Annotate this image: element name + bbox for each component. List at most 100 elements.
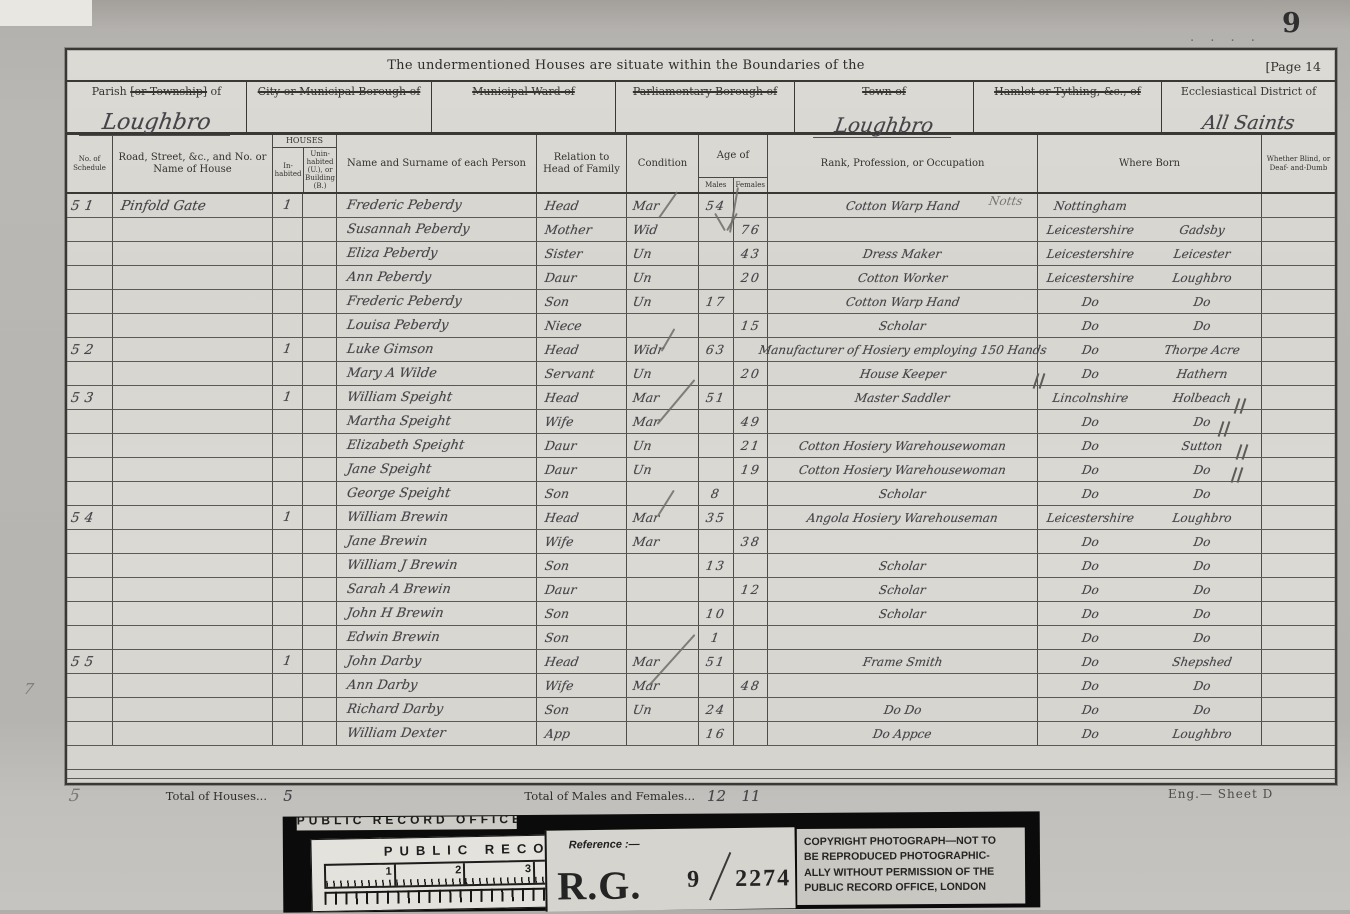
occupation-value: Scholar xyxy=(878,486,927,501)
cell-road: Pinfold Gate xyxy=(113,194,273,217)
cell-uninhabited xyxy=(303,194,337,217)
cell-occupation xyxy=(768,674,1038,697)
relation-value: Servant xyxy=(543,366,596,381)
cell-name: John Darby xyxy=(337,650,537,673)
sheet-label: Eng.— Sheet D xyxy=(1168,787,1274,801)
cell-inhabited xyxy=(273,722,303,745)
condition-value: Un xyxy=(631,438,653,453)
cell-occupation xyxy=(768,530,1038,553)
cell-born: Do Do xyxy=(1038,674,1262,697)
cell-age-female xyxy=(734,602,768,625)
cell-born: Do Hathern xyxy=(1038,362,1262,385)
pro-fragment-strip: PUBLIC RECORD OFFICE ] xyxy=(296,816,517,831)
relation-value: Wife xyxy=(543,534,575,549)
cell-schedule xyxy=(67,722,113,745)
cell-road xyxy=(113,554,273,577)
condition-value: Un xyxy=(631,246,653,261)
cell-uninhabited xyxy=(303,482,337,505)
occupation-value: Frame Smith xyxy=(861,654,944,669)
age-male-value: 17 xyxy=(704,294,728,309)
born-place-value: Thorpe Acre xyxy=(1163,342,1241,357)
cell-born: Leicestershire Leicester xyxy=(1038,242,1262,265)
born-place-value: Do xyxy=(1192,630,1212,645)
occupation-value: Scholar xyxy=(878,558,927,573)
relation-value: Son xyxy=(543,486,571,501)
header-field-label: Parish [or Township] of xyxy=(71,85,242,99)
cell-blind xyxy=(1262,410,1335,433)
cell-inhabited xyxy=(273,314,303,337)
table-row: 51 Pinfold Gate 1 Frederic Peberdy Head … xyxy=(67,194,1335,218)
reference-slash-mark xyxy=(708,851,732,901)
cell-condition xyxy=(627,602,699,625)
cell-born: Do Do xyxy=(1038,482,1262,505)
inhabited-value: 1 xyxy=(282,654,293,669)
name-value: Frederic Peberdy xyxy=(345,198,463,213)
cell-blind xyxy=(1262,506,1335,529)
table-row: Ann Darby Wife Mar 48 Do Do xyxy=(67,674,1335,698)
cell-age-male: 1 xyxy=(699,626,734,649)
inhabited-value: 1 xyxy=(282,198,293,213)
born-county-value: Leicestershire xyxy=(1045,246,1136,261)
relation-value: Daur xyxy=(543,270,578,285)
header-field: Town of Loughbro xyxy=(795,82,974,138)
cell-relation: Sister xyxy=(537,242,627,265)
cell-road xyxy=(113,722,273,745)
col-inhabited: In- habited xyxy=(273,147,305,192)
age-male-value: 1 xyxy=(709,630,723,645)
pro-fragment-text: PUBLIC RECORD OFFICE ] xyxy=(296,816,517,828)
cell-name: Luke Gimson xyxy=(337,338,537,361)
cell-blind xyxy=(1262,602,1335,625)
table-row: Sarah A Brewin Daur 12 Scholar Do Do xyxy=(67,578,1335,602)
cell-road xyxy=(113,674,273,697)
cell-schedule xyxy=(67,458,113,481)
col-relation: Relation to Head of Family xyxy=(537,135,627,192)
relation-value: Mother xyxy=(543,222,593,237)
cell-occupation: Dress Maker xyxy=(768,242,1038,265)
cell-relation: Son xyxy=(537,482,627,505)
cell-born: Do Do xyxy=(1038,554,1262,577)
relation-value: Son xyxy=(543,294,571,309)
cell-inhabited xyxy=(273,674,303,697)
cell-schedule xyxy=(67,602,113,625)
reference-label: Reference :— xyxy=(568,838,640,852)
cell-road xyxy=(113,602,273,625)
name-value: William Dexter xyxy=(345,726,447,741)
cell-blind xyxy=(1262,362,1335,385)
cell-uninhabited xyxy=(303,650,337,673)
condition-value: Mar xyxy=(631,390,661,405)
condition-value: Mar xyxy=(631,534,661,549)
cell-road xyxy=(113,578,273,601)
cell-age-female xyxy=(734,554,768,577)
cell-age-male xyxy=(699,242,734,265)
born-county-value: Do xyxy=(1080,414,1100,429)
cell-inhabited xyxy=(273,362,303,385)
cell-name: Elizabeth Speight xyxy=(337,434,537,457)
condition-value: Mar xyxy=(631,654,661,669)
relation-value: Niece xyxy=(543,318,583,333)
born-place-value: Loughbro xyxy=(1171,270,1233,285)
cell-age-male: 17 xyxy=(699,290,734,313)
cell-relation: Head xyxy=(537,506,627,529)
born-county-value: Lincolnshire xyxy=(1051,390,1130,405)
reference-piece: 9 xyxy=(687,866,700,893)
condition-value: Mar xyxy=(631,198,661,213)
cell-condition: Mar xyxy=(627,530,699,553)
age-male-value: 54 xyxy=(704,198,728,213)
occupation-value: Angola Hosiery Warehouseman xyxy=(806,510,999,525)
cell-name: Jane Speight xyxy=(337,458,537,481)
cell-born: Leicestershire Loughbro xyxy=(1038,506,1262,529)
table-row: John H Brewin Son 10 Scholar Do Do xyxy=(67,602,1335,626)
cell-born: Do Do xyxy=(1038,290,1262,313)
table-row: Eliza Peberdy Sister Un 43 Dress Maker L… xyxy=(67,242,1335,266)
age-female-value: 43 xyxy=(739,246,762,261)
cell-condition: Wid xyxy=(627,218,699,241)
cell-schedule xyxy=(67,698,113,721)
cell-born: Do Do xyxy=(1038,314,1262,337)
cell-road xyxy=(113,218,273,241)
col-houses-title: HOUSES xyxy=(273,135,336,148)
cell-relation: Son xyxy=(537,626,627,649)
name-value: Mary A Wilde xyxy=(345,366,438,381)
cell-name: William Speight xyxy=(337,386,537,409)
total-males-females-label: Total of Males and Females... xyxy=(524,788,695,803)
col-blind: Whether Blind, or Deaf- and-Dumb xyxy=(1266,155,1331,172)
